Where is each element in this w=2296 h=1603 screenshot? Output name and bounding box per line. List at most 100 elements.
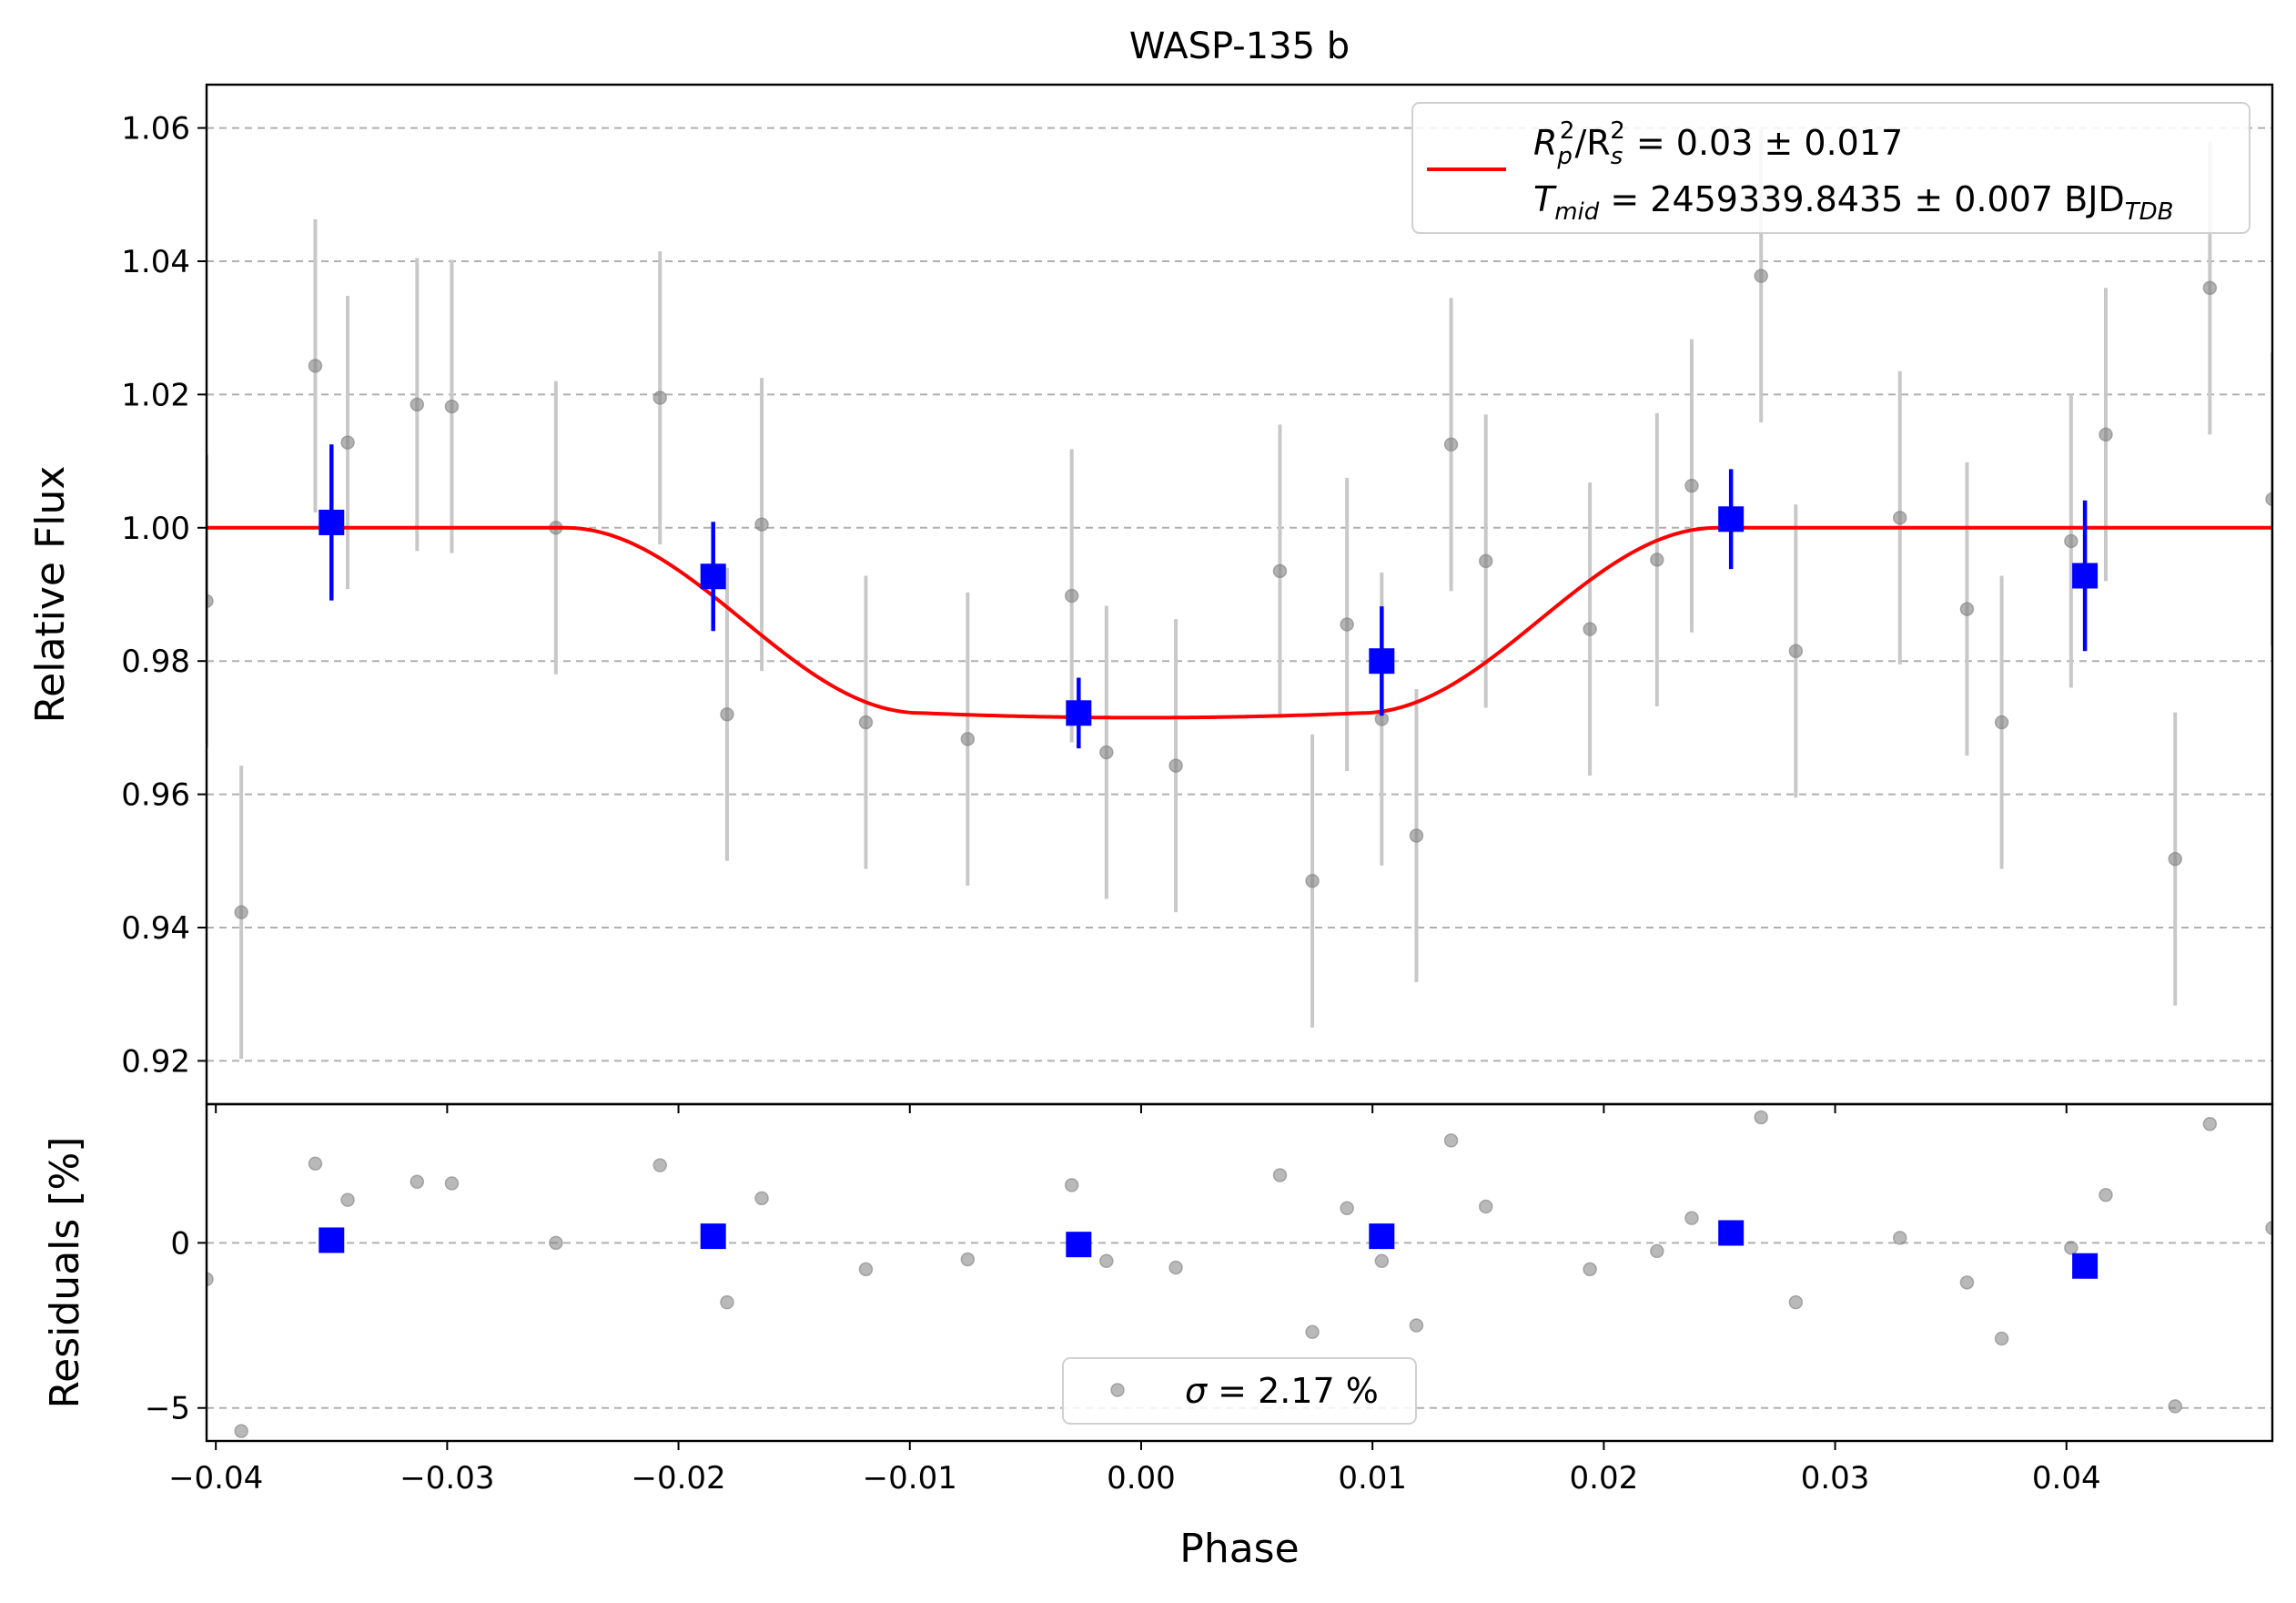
raw-point: [207, 594, 214, 609]
raw-point: [2064, 533, 2079, 549]
raw-point: [1305, 874, 1320, 888]
top-y-tick-label: 0.96: [121, 777, 190, 814]
top-y-tick-label: 1.02: [121, 377, 190, 413]
raw-point: [1272, 563, 1288, 579]
x-tick-label: −0.02: [631, 1460, 725, 1496]
top-y-tick-label: 1.00: [121, 511, 190, 547]
residual-binned-points: [319, 1220, 2099, 1279]
top-y-tick-label: 0.94: [121, 910, 190, 947]
residual-raw-point: [858, 1262, 874, 1277]
legend-residual-marker: [1110, 1383, 1125, 1397]
residual-raw-point: [1788, 1294, 1804, 1310]
residual-raw-points: [207, 1110, 2272, 1438]
residual-raw-point: [2168, 1399, 2182, 1414]
x-tick-label: −0.04: [168, 1460, 263, 1496]
raw-point: [1099, 745, 1114, 760]
residual-raw-point: [2265, 1221, 2272, 1235]
residual-raw-point: [1272, 1168, 1288, 1182]
residual-raw-point: [1754, 1110, 1768, 1125]
bottom-y-ticks: −5 0: [145, 1225, 207, 1427]
top-plot-frame: [205, 83, 2274, 1106]
residual-raw-point: [754, 1191, 769, 1206]
raw-point: [960, 732, 976, 746]
raw-point: [2202, 280, 2218, 296]
residual-raw-point: [340, 1192, 355, 1207]
residual-raw-point: [410, 1174, 425, 1189]
raw-point: [234, 905, 248, 919]
binned-points: [319, 506, 2099, 726]
bottom-legend: σ = 2.17 %: [1062, 1357, 1417, 1425]
transit-model-line: [207, 525, 2272, 720]
residual-raw-point: [444, 1176, 460, 1191]
raw-point: [1892, 511, 1907, 525]
raw-point: [1064, 588, 1079, 604]
bottom-y-tick-label: −5: [145, 1391, 190, 1427]
x-tick-label: 0.01: [1338, 1460, 1407, 1496]
raw-point: [1340, 617, 1354, 632]
residual-raw-point: [1994, 1331, 2009, 1346]
top-panel: 0.92 0.94 0.96 0.98 1.00 1.02 1.04 1.06 Relativ…: [27, 83, 2274, 1113]
bottom-x-ticks: −0.04 −0.03 −0.02 −0.01 0.00 0.01 0.02 0.03 0.04: [168, 1441, 2101, 1496]
residual-raw-point: [1064, 1178, 1079, 1192]
legend-radius-ratio-entry: Rp2/Rs2 = 0.03 ± 0.017: [1533, 117, 1903, 170]
raw-point: [2168, 851, 2182, 867]
top-y-ticks: 0.92 0.94 0.96 0.98 1.00 1.02 1.04 1.06: [121, 111, 207, 1080]
raw-point: [1994, 715, 2009, 730]
top-legend-box: [1411, 102, 2250, 234]
raw-point: [1478, 553, 1493, 569]
residual-raw-point: [1443, 1133, 1459, 1148]
top-y-tick-label: 0.98: [121, 644, 190, 680]
x-tick-label: 0.00: [1107, 1460, 1176, 1496]
bottom-legend-box: [1062, 1357, 1417, 1425]
raw-point: [2265, 492, 2272, 507]
bottom-plot-frame: [205, 1102, 2274, 1443]
raw-point: [720, 707, 734, 722]
top-y-tick-label: 0.92: [121, 1043, 190, 1080]
x-tick-label: −0.03: [400, 1460, 494, 1496]
residual-raw-point: [1305, 1324, 1320, 1340]
top-y-axis-label: Relative Flux: [27, 466, 74, 724]
raw-point: [1409, 828, 1424, 843]
raw-point: [754, 517, 769, 532]
x-tick-label: 0.02: [1570, 1460, 1639, 1496]
residual-raw-point: [1340, 1201, 1354, 1216]
x-tick-label: −0.01: [863, 1460, 957, 1496]
raw-point: [340, 435, 355, 450]
binned-point: [1718, 506, 1745, 533]
residual-raw-point: [1583, 1262, 1597, 1277]
raw-point: [1583, 622, 1597, 636]
residual-binned-point: [2072, 1253, 2099, 1279]
residual-binned-point: [1718, 1220, 1745, 1246]
raw-points: [207, 269, 2272, 919]
raw-point: [2099, 427, 2113, 442]
residual-raw-point: [1409, 1318, 1424, 1333]
top-x-ticks: [215, 1104, 2068, 1113]
residual-raw-point: [1478, 1199, 1493, 1214]
binned-point: [1066, 700, 1092, 726]
residual-raw-point: [549, 1235, 563, 1251]
residual-raw-point: [2202, 1117, 2218, 1131]
raw-point: [1788, 644, 1804, 658]
residual-raw-point: [308, 1156, 323, 1172]
x-tick-label: 0.03: [1801, 1460, 1870, 1496]
top-legend: Rp2/Rs2 = 0.03 ± 0.017 Tmid = 2459339.84…: [1411, 102, 2250, 234]
residual-raw-point: [234, 1424, 248, 1438]
raw-point: [858, 715, 874, 730]
raw-point: [1684, 478, 1699, 493]
chart-title: WASP-135 b: [1129, 25, 1350, 67]
raw-point: [1959, 602, 1975, 616]
residual-raw-point: [2099, 1188, 2113, 1202]
bottom-y-tick-label: 0: [170, 1225, 190, 1262]
residual-raw-point: [1684, 1211, 1699, 1225]
residual-binned-point: [1369, 1223, 1395, 1250]
raw-point: [444, 399, 460, 414]
raw-point: [308, 359, 323, 373]
binned-errorbars: [329, 444, 2088, 749]
legend-scatter-entry: σ = 2.17 %: [1185, 1371, 1379, 1411]
raw-point: [652, 391, 667, 405]
raw-errorbars: [207, 129, 2272, 1060]
bottom-y-axis-label: Residuals [%]: [42, 1137, 88, 1409]
binned-point: [2072, 563, 2099, 589]
raw-point: [1650, 553, 1664, 567]
